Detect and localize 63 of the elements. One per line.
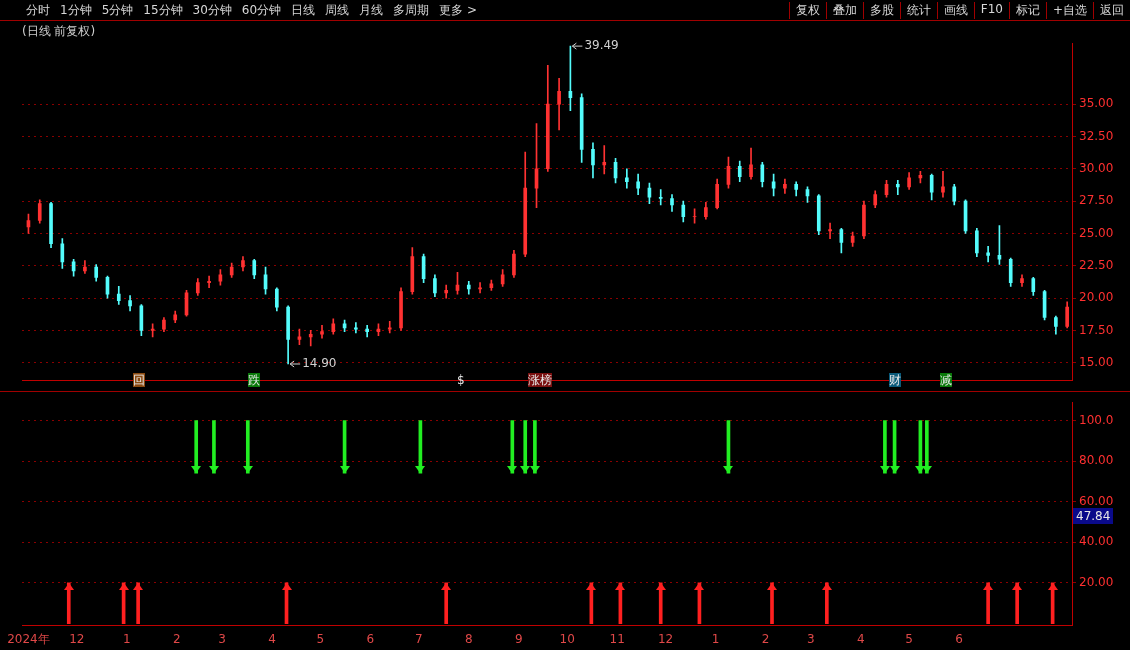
x-tick-label: 3: [218, 631, 226, 646]
x-tick-label: 2024年: [7, 631, 50, 646]
x-tick-label: 12: [69, 631, 85, 646]
y-tick-label: 17.50: [1079, 322, 1114, 337]
y-tick-label: 40.00: [1079, 534, 1114, 549]
annotation: 39.49: [584, 38, 619, 53]
annotation: 回: [133, 373, 145, 387]
text: F10: [973, 1, 1009, 19]
text: 画线: [936, 1, 974, 19]
x-tick-label: 7: [414, 631, 423, 646]
x-tick-label: 12: [657, 631, 674, 646]
annotation: 财: [889, 373, 901, 387]
x-tick-label: 8: [464, 631, 473, 646]
text: 1分钟: [60, 1, 92, 19]
text: +自选: [1045, 1, 1093, 19]
text: 60分钟: [241, 1, 282, 19]
text: 5分钟: [101, 1, 134, 19]
annotation: 涨榜: [528, 373, 552, 387]
text: 15分钟: [143, 1, 183, 19]
x-tick-label: 9: [514, 631, 523, 646]
chart-title: (日线 前复权): [22, 24, 96, 39]
x-tick-label: 10: [559, 631, 575, 646]
text: 多股: [862, 1, 900, 19]
text: 日线: [291, 1, 316, 19]
text: 更多 >: [439, 1, 477, 19]
text: 返回: [1093, 1, 1130, 19]
y-tick-label: 30.00: [1079, 160, 1114, 175]
y-tick-label: 60.00: [1079, 493, 1114, 508]
x-tick-label: 3: [806, 631, 815, 646]
text: 叠加: [825, 1, 863, 19]
x-tick-label: 11: [609, 631, 625, 646]
text: 统计: [899, 1, 937, 19]
x-tick-label: 6: [366, 631, 375, 646]
text: 多周期: [393, 1, 430, 19]
x-tick-label: 1: [123, 631, 131, 646]
annotation: 跌: [248, 373, 260, 387]
x-tick-label: 2: [761, 631, 770, 646]
text: 复权: [788, 1, 826, 19]
annotation: 14.90: [302, 356, 337, 371]
y-tick-label: 22.50: [1079, 257, 1114, 272]
text: 分时: [26, 1, 50, 19]
text: 30分钟: [192, 1, 232, 19]
y-tick-label: 35.00: [1079, 96, 1114, 111]
x-tick-label: 1: [711, 631, 720, 646]
x-tick-label: 5: [905, 631, 913, 646]
text: 47.84: [1073, 508, 1114, 524]
y-tick-label: 100.0: [1079, 412, 1114, 427]
y-tick-label: 32.50: [1079, 128, 1114, 143]
x-tick-label: 6: [955, 631, 963, 646]
x-tick-label: 5: [316, 631, 325, 646]
annotation: 减: [940, 373, 952, 387]
x-tick-label: 4: [856, 631, 865, 646]
text: 标记: [1008, 1, 1046, 19]
y-tick-label: 20.00: [1079, 290, 1114, 305]
x-tick-label: 2: [173, 631, 181, 646]
text: 周线: [325, 1, 350, 19]
x-tick-label: 4: [268, 631, 276, 646]
y-tick-label: 20.00: [1079, 575, 1114, 590]
y-tick-label: 25.00: [1079, 225, 1114, 240]
y-tick-label: 80.00: [1079, 453, 1114, 468]
text: 月线: [359, 1, 384, 19]
y-tick-label: 27.50: [1079, 193, 1114, 208]
y-tick-label: 15.00: [1079, 354, 1114, 369]
